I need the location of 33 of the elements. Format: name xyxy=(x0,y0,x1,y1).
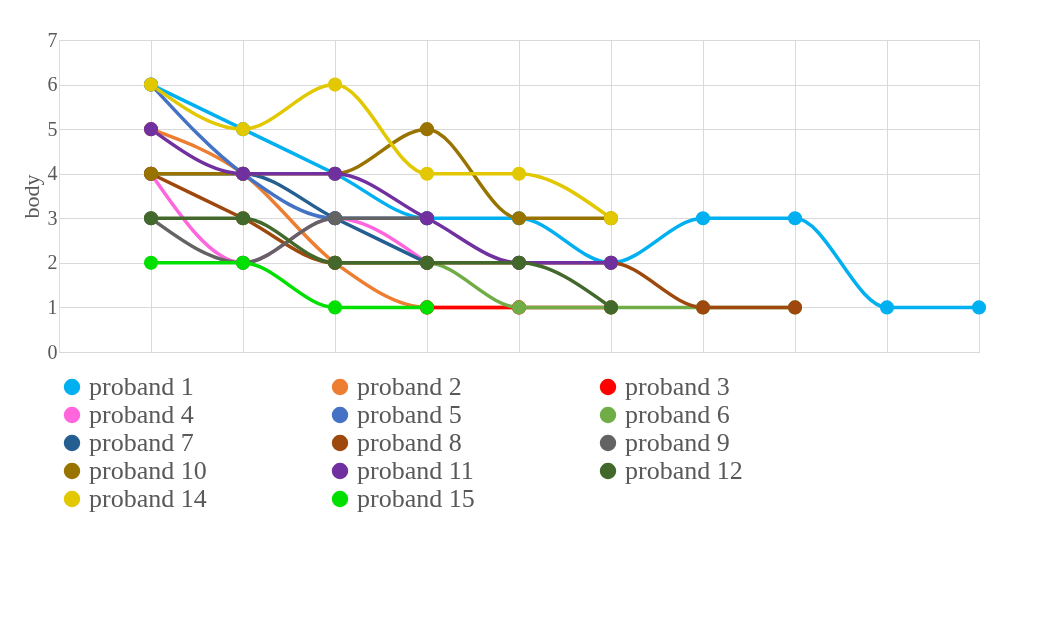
point xyxy=(419,166,435,181)
legend-label: proband 8 xyxy=(357,428,462,457)
y-tick-label: 0 xyxy=(47,340,58,363)
point xyxy=(327,77,343,92)
point xyxy=(143,255,159,270)
y-tick-label: 6 xyxy=(47,73,58,96)
point xyxy=(327,300,343,315)
y-tick-label: 4 xyxy=(47,162,58,185)
legend-label: proband 7 xyxy=(89,428,194,457)
legend-label: proband 2 xyxy=(357,372,462,401)
legend-label: proband 6 xyxy=(625,400,730,429)
legend-label: proband 4 xyxy=(89,400,194,429)
legend-label: proband 12 xyxy=(625,456,743,485)
legend-label: proband 1 xyxy=(89,372,194,401)
legend-label: proband 15 xyxy=(357,484,475,513)
point xyxy=(511,166,527,181)
legend-label: proband 3 xyxy=(625,372,730,401)
point xyxy=(419,122,435,137)
point xyxy=(787,211,803,226)
legend-label: proband 14 xyxy=(89,484,207,513)
y-tick-label: 7 xyxy=(47,28,58,51)
point xyxy=(879,300,895,315)
y-axis-title: body xyxy=(18,174,44,219)
legend-label: proband 11 xyxy=(357,456,474,485)
y-tick-label: 3 xyxy=(47,206,58,229)
point xyxy=(971,300,987,315)
legend-label: proband 5 xyxy=(357,400,462,429)
legend-label: proband 10 xyxy=(89,456,207,485)
legend-label: proband 9 xyxy=(625,428,730,457)
y-tick-label: 1 xyxy=(47,295,58,318)
y-tick-label: 2 xyxy=(47,251,58,274)
point xyxy=(695,211,711,226)
y-tick-label: 5 xyxy=(47,117,58,140)
